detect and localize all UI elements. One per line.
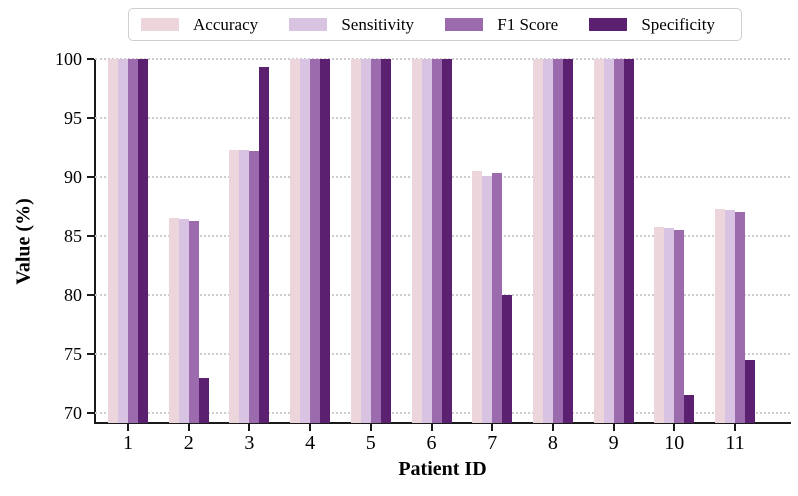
- bar-specificity-patient-7: [502, 294, 513, 423]
- bar-accuracy-patient-4: [290, 59, 301, 423]
- bar-specificity-patient-3: [259, 67, 270, 423]
- legend: Accuracy Sensitivity F1 Score Specificity: [128, 8, 742, 41]
- x-tick-label-11: 11: [725, 432, 745, 454]
- bar-sensitivity-patient-3: [239, 149, 250, 423]
- y-tick-mark-100: [87, 58, 94, 60]
- bar-accuracy-patient-2: [168, 218, 179, 423]
- bar-specificity-patient-9: [623, 59, 634, 423]
- bar-sensitivity-patient-6: [421, 59, 432, 423]
- bar-f1-score-patient-5: [370, 59, 381, 423]
- legend-label: Sensitivity: [341, 15, 415, 34]
- bar-accuracy-patient-3: [229, 149, 240, 423]
- bar-f1-score-patient-2: [188, 220, 199, 423]
- legend-item-f1-score: F1 Score: [445, 16, 558, 33]
- x-tick-mark-8: [551, 424, 554, 431]
- bar-accuracy-patient-5: [350, 59, 361, 423]
- bar-accuracy-patient-11: [715, 208, 725, 423]
- legend-item-specificity: Specificity: [589, 16, 715, 33]
- legend-label: F1 Score: [497, 15, 559, 34]
- bar-accuracy-patient-8: [532, 59, 543, 423]
- bar-sensitivity-patient-5: [360, 59, 371, 423]
- x-tick-label-6: 6: [426, 432, 437, 454]
- bar-specificity-patient-11: [745, 359, 755, 423]
- x-tick-mark-1: [127, 424, 129, 431]
- y-axis-spine: [94, 59, 96, 424]
- bar-specificity-patient-4: [320, 59, 331, 423]
- y-tick-label-95: 95: [64, 107, 82, 128]
- plot-area: [95, 58, 790, 423]
- x-tick-label-1: 1: [123, 432, 133, 454]
- legend-swatch-icon: [445, 18, 484, 31]
- y-axis-title: Value (%): [12, 198, 35, 285]
- x-tick-label-7: 7: [487, 432, 498, 454]
- x-tick-mark-4: [309, 424, 312, 431]
- bar-specificity-patient-5: [380, 59, 391, 423]
- legend-swatch-icon: [589, 18, 628, 31]
- bar-sensitivity-patient-4: [300, 59, 311, 423]
- y-tick-mark-80: [87, 293, 94, 296]
- y-tick-label-85: 85: [64, 225, 82, 246]
- bar-sensitivity-patient-8: [542, 59, 553, 423]
- x-tick-mark-5: [369, 424, 372, 431]
- y-tick-mark-85: [87, 234, 94, 237]
- bar-sensitivity-patient-1: [118, 59, 128, 423]
- bar-f1-score-patient-6: [431, 59, 442, 423]
- legend-swatch-icon: [289, 18, 328, 31]
- bar-accuracy-patient-9: [593, 59, 604, 423]
- x-tick-label-8: 8: [547, 432, 558, 454]
- y-tick-mark-75: [87, 352, 94, 355]
- bar-f1-score-patient-4: [310, 59, 321, 423]
- y-tick-label-100: 100: [55, 49, 82, 69]
- bar-f1-score-patient-8: [552, 59, 563, 423]
- x-tick-mark-11: [734, 424, 736, 431]
- x-tick-mark-6: [430, 424, 433, 431]
- bar-sensitivity-patient-10: [664, 227, 675, 423]
- bar-f1-score-patient-3: [249, 151, 260, 423]
- bar-f1-score-patient-10: [674, 230, 685, 423]
- bar-sensitivity-patient-11: [725, 210, 735, 423]
- legend-label: Specificity: [641, 15, 715, 34]
- x-tick-label-2: 2: [183, 432, 194, 454]
- bar-specificity-patient-2: [198, 377, 209, 423]
- y-tick-mark-70: [87, 411, 94, 414]
- bar-f1-score-patient-1: [128, 59, 138, 423]
- bar-specificity-patient-8: [562, 59, 573, 423]
- bar-specificity-patient-10: [684, 395, 695, 423]
- x-tick-label-5: 5: [365, 432, 376, 454]
- bar-specificity-patient-1: [138, 59, 148, 423]
- y-tick-label-70: 70: [64, 402, 82, 423]
- x-tick-label-4: 4: [305, 432, 316, 454]
- x-axis-title: Patient ID: [398, 458, 487, 480]
- bar-sensitivity-patient-7: [482, 175, 493, 423]
- x-tick-mark-10: [673, 424, 676, 431]
- bar-specificity-patient-6: [441, 59, 452, 423]
- x-tick-mark-2: [187, 424, 190, 431]
- legend-label: Accuracy: [193, 15, 259, 34]
- bar-sensitivity-patient-9: [603, 59, 614, 423]
- y-tick-label-90: 90: [64, 166, 82, 187]
- legend-item-accuracy: Accuracy: [141, 16, 258, 33]
- bar-f1-score-patient-11: [735, 212, 745, 423]
- bar-f1-score-patient-9: [613, 59, 624, 423]
- y-tick-label-75: 75: [64, 343, 82, 364]
- x-tick-label-9: 9: [608, 432, 619, 454]
- y-tick-mark-90: [87, 175, 94, 178]
- y-tick-label-80: 80: [64, 284, 82, 305]
- bar-sensitivity-patient-2: [178, 219, 189, 423]
- bar-accuracy-patient-6: [411, 59, 422, 423]
- bar-accuracy-patient-1: [108, 59, 118, 423]
- x-tick-mark-3: [248, 424, 251, 431]
- legend-swatch-icon: [141, 18, 179, 31]
- x-tick-mark-9: [612, 424, 615, 431]
- bar-accuracy-patient-7: [472, 171, 483, 423]
- y-tick-mark-95: [87, 116, 94, 119]
- x-tick-label-10: 10: [664, 432, 685, 454]
- legend-item-sensitivity: Sensitivity: [289, 16, 414, 33]
- x-tick-mark-7: [491, 424, 494, 431]
- x-axis-spine: [94, 422, 791, 424]
- bar-f1-score-patient-7: [492, 173, 503, 423]
- bar-accuracy-patient-10: [654, 226, 665, 423]
- x-tick-label-3: 3: [244, 432, 255, 454]
